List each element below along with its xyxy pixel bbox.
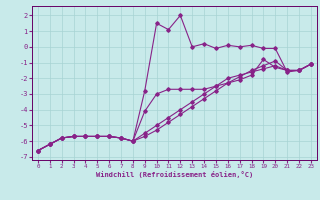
X-axis label: Windchill (Refroidissement éolien,°C): Windchill (Refroidissement éolien,°C)	[96, 171, 253, 178]
